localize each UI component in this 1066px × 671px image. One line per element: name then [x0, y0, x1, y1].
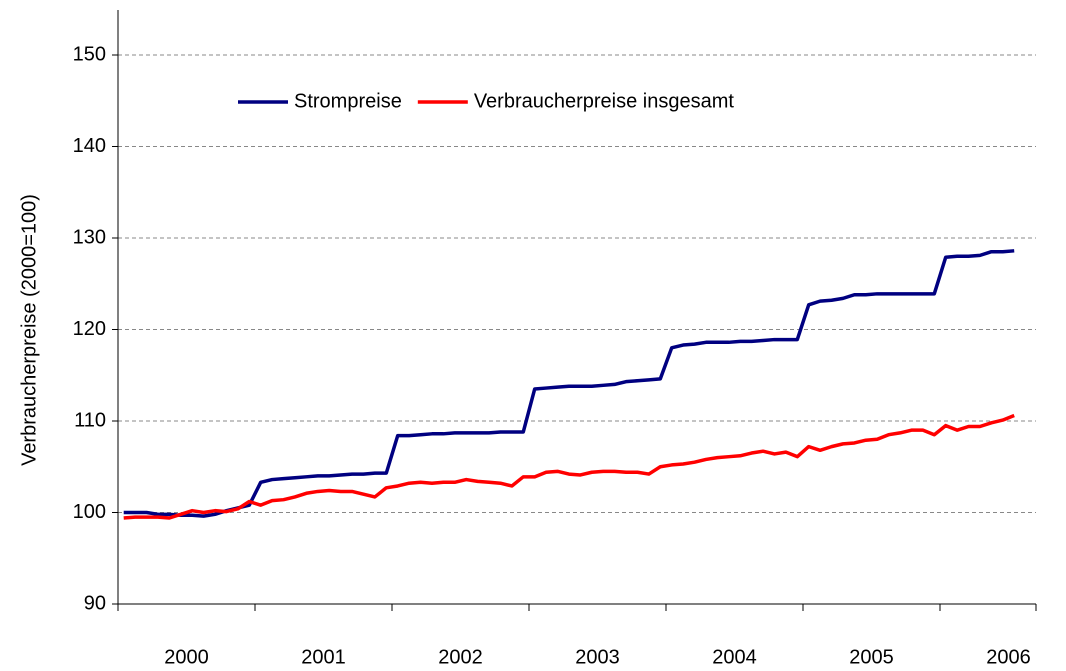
x-tick-label: 2000: [164, 646, 209, 668]
x-tick-label: 2006: [986, 646, 1031, 668]
legend-label: Strompreise: [294, 90, 402, 112]
x-tick-label: 2004: [712, 646, 757, 668]
x-tick-label: 2003: [575, 646, 620, 668]
x-tick-label: 2002: [438, 646, 483, 668]
y-tick-label: 90: [84, 592, 106, 614]
y-axis-label: Verbraucherpreise (2000=100): [18, 194, 40, 466]
y-tick-label: 110: [74, 409, 106, 431]
y-tick-label: 130: [73, 226, 106, 248]
series-line: [123, 413, 1015, 520]
x-tick-label: 2001: [301, 646, 346, 668]
x-tick-label: 2005: [849, 646, 894, 668]
series-line: [123, 249, 1015, 518]
y-tick-label: 100: [73, 501, 106, 523]
y-tick-label: 150: [73, 43, 106, 65]
y-tick-label: 120: [73, 318, 106, 340]
legend-label: Verbraucherpreise insgesamt: [474, 90, 735, 112]
y-tick-label: 140: [73, 135, 106, 157]
